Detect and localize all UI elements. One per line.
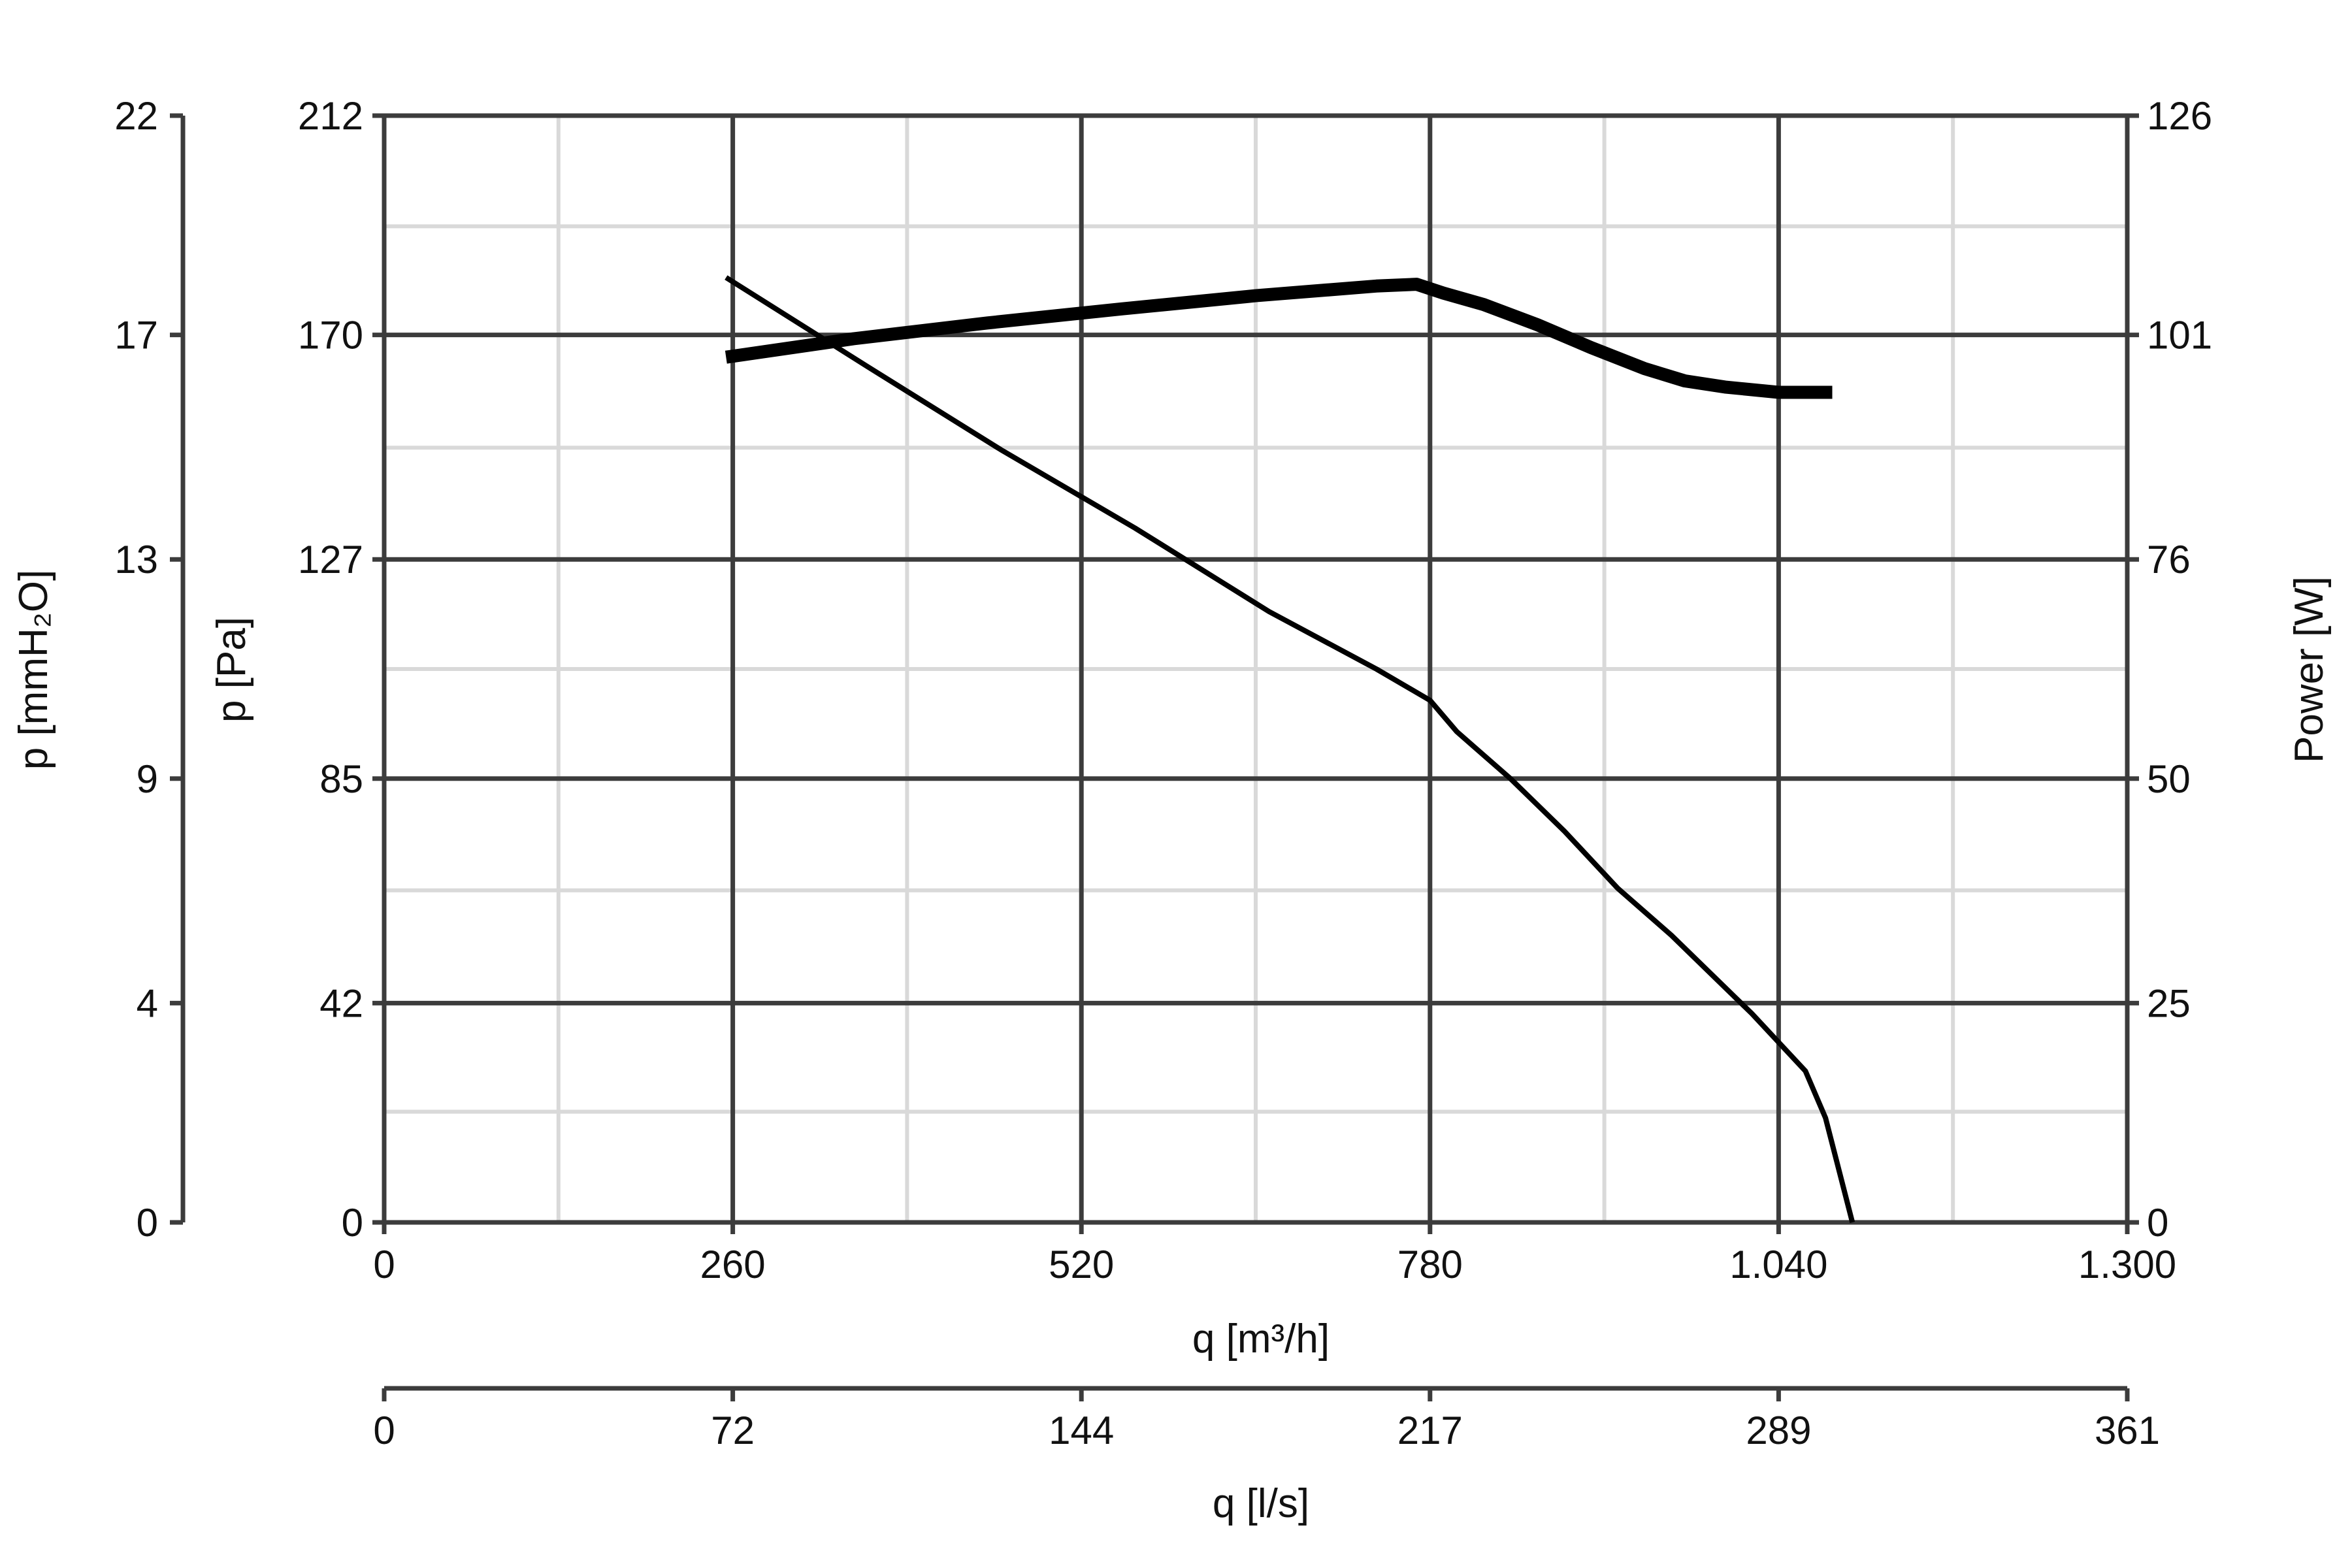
y-outer-tick-label: 4 <box>137 981 158 1025</box>
x-tick-label: 780 <box>1397 1243 1463 1286</box>
x-tick-label: 520 <box>1049 1243 1114 1286</box>
y-tick-label: 212 <box>298 94 363 138</box>
y-tick-label: 0 <box>342 1201 363 1245</box>
y-outer-tick-label: 13 <box>114 538 158 581</box>
axis-titles: q [m³/h] q [l/s] p [Pa] p [mmH₂O] Power … <box>11 570 2332 1526</box>
x-tick-label: 260 <box>700 1243 766 1286</box>
y2-tick-label: 50 <box>2147 757 2191 801</box>
y2-tick-label: 126 <box>2147 94 2212 138</box>
power-curve <box>725 278 1833 399</box>
y2-tick-label: 101 <box>2147 314 2212 357</box>
y-outer-tick-label: 0 <box>137 1201 158 1245</box>
tick-labels: 0 260 520 780 1.040 1.300 0 72 144 217 2… <box>114 94 2212 1452</box>
y-outer-tick-label: 9 <box>137 757 158 801</box>
y-tick-label: 85 <box>319 757 363 801</box>
y2-tick-label: 0 <box>2147 1201 2168 1245</box>
pressure-curve <box>725 275 1855 1223</box>
y-tick-label: 127 <box>298 538 363 581</box>
x2-tick-label: 361 <box>2095 1409 2160 1452</box>
y2-axis-title: Power [W] <box>2287 576 2332 763</box>
x2-tick-label: 289 <box>1746 1409 1811 1452</box>
x2-tick-label: 217 <box>1397 1409 1463 1452</box>
y2-tick-label: 25 <box>2147 981 2191 1025</box>
x-tick-label: 0 <box>373 1243 395 1286</box>
y-axis-title: p [Pa] <box>209 617 254 723</box>
x-tick-label: 1.040 <box>1729 1243 1827 1286</box>
x-axis-title: q [m³/h] <box>1192 1316 1330 1362</box>
y-outer-tick-label: 22 <box>114 94 158 138</box>
minor-gridlines <box>384 116 2127 1222</box>
x2-axis-title: q [l/s] <box>1213 1481 1309 1526</box>
x2-tick-label: 0 <box>373 1409 395 1452</box>
y-outer-axis-title: p [mmH₂O] <box>11 570 56 770</box>
y-tick-label: 170 <box>298 314 363 357</box>
axes <box>170 113 2139 1401</box>
curves <box>725 275 1855 1223</box>
y2-tick-label: 76 <box>2147 538 2191 581</box>
x2-tick-label: 144 <box>1049 1409 1114 1452</box>
x-tick-label: 1.300 <box>2078 1243 2176 1286</box>
y-outer-tick-label: 17 <box>114 314 158 357</box>
x2-tick-label: 72 <box>711 1409 755 1452</box>
y-tick-label: 42 <box>319 981 363 1025</box>
major-gridlines <box>382 113 2130 1225</box>
